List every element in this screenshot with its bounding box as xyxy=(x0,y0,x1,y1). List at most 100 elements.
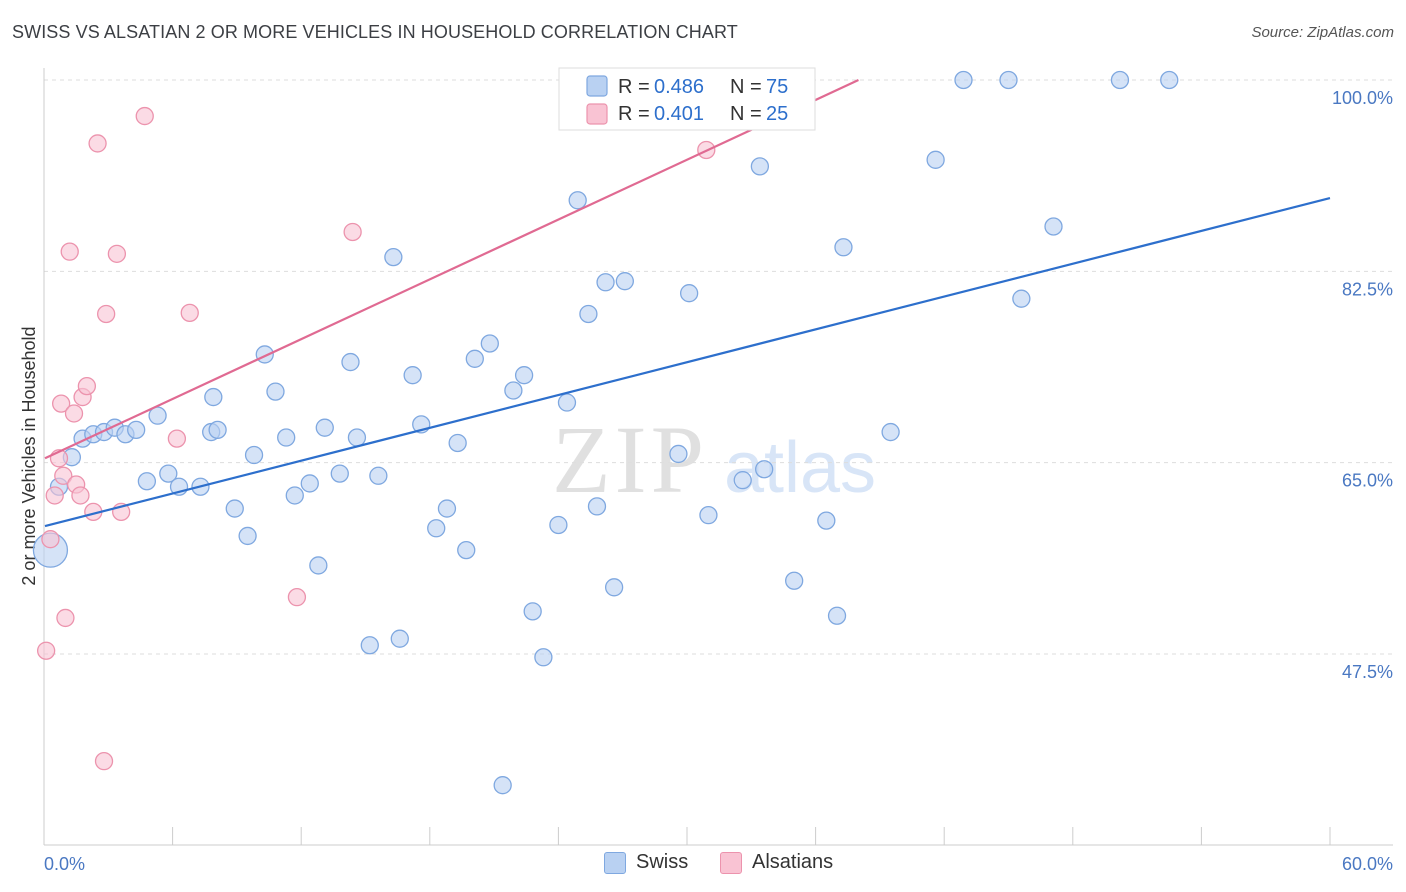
alsatian-point xyxy=(54,466,73,485)
alsatian-point xyxy=(77,376,97,396)
swiss-point xyxy=(954,70,973,90)
correlation-legend: R = 0.486 N = 75 R = 0.401 N = 25 xyxy=(558,67,816,131)
swiss-point xyxy=(277,428,296,447)
alsatian-trend-line xyxy=(44,79,859,460)
legend-label-alsatians: Alsatians xyxy=(752,851,834,873)
swiss-point xyxy=(733,471,752,490)
swiss-point xyxy=(827,606,847,625)
swiss-point xyxy=(557,393,577,412)
alsatian-point xyxy=(45,486,64,505)
alsatian-point xyxy=(88,134,107,153)
alsatian-points xyxy=(36,106,716,771)
legend-alsatian-r-value: 0.401 xyxy=(654,103,704,125)
swiss-point xyxy=(384,247,403,267)
trend-lines xyxy=(44,79,1331,528)
swiss-point xyxy=(999,70,1018,90)
y-tick-labels: 47.5% 65.0% 82.5% 100.0% xyxy=(1332,88,1393,682)
legend-swiss-r-value: 0.486 xyxy=(654,76,704,98)
legend-swiss-n-label: N = xyxy=(730,76,762,98)
swiss-point xyxy=(750,157,770,176)
x-ticks xyxy=(43,827,1331,845)
y-tick-label: 100.0% xyxy=(1332,88,1393,108)
swiss-point xyxy=(369,466,388,485)
legend-swiss-n-value: 75 xyxy=(766,76,788,98)
swiss-point xyxy=(669,444,688,464)
swiss-point xyxy=(465,349,484,368)
swiss-point xyxy=(1012,289,1031,308)
swiss-point xyxy=(437,499,457,518)
swiss-point xyxy=(834,238,853,257)
swiss-points xyxy=(32,70,1179,795)
swiss-point xyxy=(587,497,607,516)
swiss-point xyxy=(204,387,223,407)
swiss-point xyxy=(568,191,587,210)
swiss-point xyxy=(390,629,409,648)
swiss-point xyxy=(604,578,624,597)
swiss-point xyxy=(244,445,264,465)
swiss-point xyxy=(579,304,598,324)
alsatian-point xyxy=(135,106,154,126)
swiss-point xyxy=(504,381,523,400)
legend-alsatian-n-value: 25 xyxy=(766,103,788,125)
x-tick-label-left: 0.0% xyxy=(44,854,85,874)
swiss-trend-line xyxy=(44,197,1331,528)
axes xyxy=(43,68,1393,846)
swiss-point xyxy=(448,433,467,453)
legend-swiss-r-label: R = xyxy=(618,76,650,98)
swiss-point xyxy=(403,366,422,385)
alsatian-point xyxy=(60,242,79,261)
swiss-point xyxy=(926,150,945,169)
gridlines xyxy=(44,79,1393,655)
swiss-point xyxy=(127,420,146,440)
alsatian-point xyxy=(287,587,307,607)
swiss-point xyxy=(285,486,304,505)
legend-alsatian-r-label: R = xyxy=(618,103,650,125)
alsatian-point xyxy=(36,641,56,660)
series-legend: Swiss Alsatians xyxy=(0,851,1406,879)
alsatian-point xyxy=(56,608,75,628)
watermark: ZIP atlas xyxy=(552,406,876,513)
alsatian-point xyxy=(64,404,84,423)
legend-swatch-alsatian xyxy=(586,103,608,125)
legend-item-alsatians: Alsatians xyxy=(720,851,833,874)
alsatian-point xyxy=(343,222,362,242)
swiss-point xyxy=(596,273,615,292)
alsatian-point xyxy=(97,304,116,324)
swiss-point xyxy=(137,472,157,491)
x-tick-label-right: 60.0% xyxy=(1342,854,1393,874)
swiss-point xyxy=(266,382,285,401)
swiss-point xyxy=(208,420,227,440)
swiss-point xyxy=(615,272,634,291)
y-tick-label: 82.5% xyxy=(1342,279,1393,299)
swiss-point xyxy=(238,526,257,546)
swiss-point xyxy=(148,406,167,425)
swiss-point xyxy=(1044,217,1063,236)
swiss-point xyxy=(514,366,534,385)
swiss-point xyxy=(360,636,379,655)
y-axis-label: 2 or more Vehicles in Household xyxy=(19,326,39,585)
swiss-point xyxy=(457,540,476,560)
alsatian-point xyxy=(71,486,90,505)
y-tick-label: 65.0% xyxy=(1342,471,1393,491)
alsatian-point xyxy=(107,244,127,263)
swiss-point xyxy=(523,602,542,621)
swiss-point xyxy=(341,352,360,372)
legend-alsatian-n-label: N = xyxy=(730,103,762,125)
swiss-point xyxy=(427,519,446,538)
swiss-point xyxy=(1110,70,1130,90)
source-label: Source: ZipAtlas.com xyxy=(1251,24,1394,41)
swiss-point xyxy=(225,499,244,518)
swiss-point xyxy=(755,460,774,479)
swiss-point xyxy=(881,422,900,442)
watermark-atlas: atlas xyxy=(724,428,876,508)
swiss-point xyxy=(1160,70,1179,90)
legend-swatch-swiss xyxy=(586,75,608,97)
alsatian-point xyxy=(180,303,199,323)
alsatian-point xyxy=(51,394,71,413)
swiss-point xyxy=(159,464,178,483)
swiss-point xyxy=(315,418,334,437)
swiss-point xyxy=(493,776,512,795)
swiss-swatch xyxy=(604,851,626,874)
alsatian-swatch xyxy=(720,851,742,874)
